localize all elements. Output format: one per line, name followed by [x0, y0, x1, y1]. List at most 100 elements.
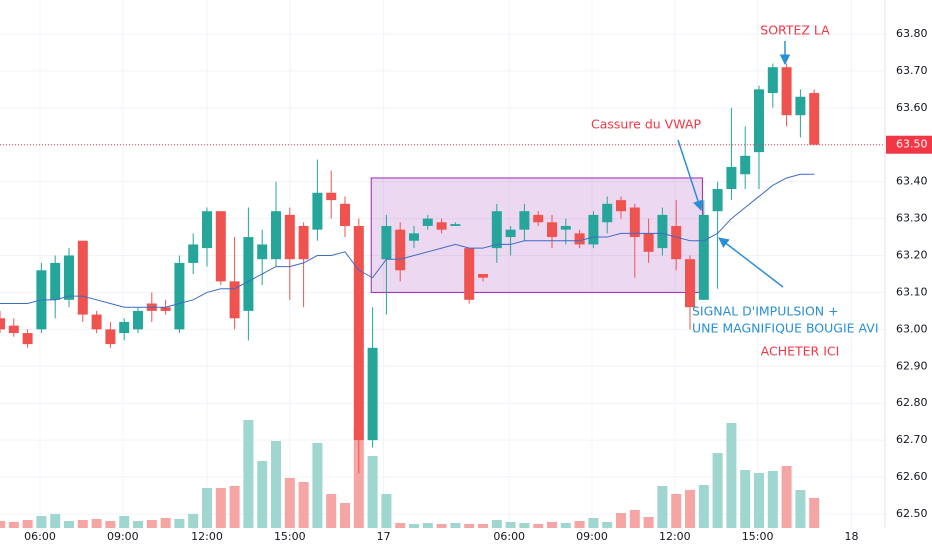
annotation: Cassure du VWAP — [591, 117, 701, 132]
volume-bar — [809, 498, 820, 528]
candle-body — [22, 333, 33, 345]
candle-body — [77, 240, 88, 315]
candle-body — [422, 218, 433, 226]
volume-bar — [754, 473, 765, 528]
arrow — [718, 237, 784, 288]
candle-body — [409, 233, 420, 241]
candle-body — [215, 211, 226, 282]
y-tick-label: 63.70 — [896, 64, 928, 77]
grid — [0, 0, 885, 528]
volume-bar — [22, 520, 33, 528]
volume-bar — [64, 521, 75, 528]
candle-body — [174, 262, 185, 330]
annotation: SIGNAL D'IMPULSION + — [692, 304, 839, 319]
annotation: SORTEZ LA — [760, 23, 830, 38]
candle-body — [381, 225, 392, 260]
annotations: SORTEZ LA Cassure du VWAP SIGNAL D'IMPUL… — [591, 23, 879, 359]
candle-body — [395, 229, 406, 271]
vwap-line — [0, 173, 815, 308]
volume-bar — [519, 523, 530, 528]
annotation: UNE MAGNIFIQUE BOUGIE AVI — [692, 321, 879, 336]
volume-bar — [698, 485, 709, 528]
candle-body — [809, 93, 820, 145]
volume-bar — [726, 423, 737, 528]
plot-area — [0, 63, 885, 528]
y-tick-label: 63.30 — [896, 212, 928, 225]
candle-body — [188, 244, 199, 263]
volume-bar — [643, 517, 654, 528]
price-label: 63.50 — [896, 138, 928, 151]
volume-bar — [671, 494, 682, 528]
candle-body — [505, 229, 516, 238]
volume-bar — [91, 519, 102, 528]
x-tick-label: 17 — [377, 530, 391, 543]
volume-bar — [340, 503, 351, 528]
x-tick-label: 18 — [844, 530, 858, 543]
volume-bar — [740, 470, 751, 528]
annotation: ACHETER ICI — [761, 344, 840, 359]
candle-body — [547, 222, 558, 238]
y-tick-label: 63.40 — [896, 175, 928, 188]
candle-body — [298, 225, 309, 260]
candle-body — [50, 262, 61, 300]
x-tick-label: 06:00 — [24, 530, 56, 543]
candle-body — [119, 321, 130, 334]
volume-bar — [202, 488, 213, 528]
x-tick-label: 15:00 — [274, 530, 306, 543]
volume-bar — [146, 520, 157, 528]
arrow — [677, 139, 704, 211]
volume-bar — [174, 519, 185, 528]
volume-bar — [422, 523, 433, 528]
candle-body — [491, 211, 502, 249]
x-tick-label: 06:00 — [493, 530, 525, 543]
volume-bar — [50, 514, 61, 528]
candle-body — [726, 166, 737, 190]
candle-body — [560, 225, 571, 230]
y-tick-label: 63.00 — [896, 322, 928, 335]
candle-body — [519, 211, 530, 230]
volume-bar — [105, 521, 116, 528]
volume-bar — [505, 522, 516, 528]
y-tick-label: 63.80 — [896, 27, 928, 40]
volume-bar — [491, 520, 502, 528]
candle-body — [326, 192, 337, 201]
candle-body — [767, 67, 778, 94]
y-tick-label: 62.60 — [896, 470, 928, 483]
volume-bar — [284, 478, 295, 528]
volume-bar — [353, 428, 364, 528]
y-tick-label: 63.20 — [896, 249, 928, 262]
volume-bar — [367, 456, 378, 528]
candle-body — [8, 325, 19, 334]
price-label-box — [886, 135, 932, 154]
volume-bar — [588, 518, 599, 528]
candle-body — [340, 203, 351, 226]
volume-bar — [560, 523, 571, 528]
volume-bar — [464, 524, 475, 528]
candle-body — [353, 225, 364, 441]
volume-bar — [188, 514, 199, 528]
candle-body — [698, 214, 709, 300]
volume-bar — [257, 461, 268, 528]
volume-bar — [0, 521, 5, 528]
axis-panel — [0, 528, 932, 550]
candle-body — [574, 233, 585, 245]
candle-body — [671, 225, 682, 260]
candle-body — [657, 214, 668, 249]
volume-bar — [574, 521, 585, 528]
axes: 62.50 62.60 62.70 62.80 62.90 63.00 63.10 63.20… — [24, 27, 932, 543]
volume-bar — [478, 524, 489, 528]
candle-body — [257, 244, 268, 260]
x-tick-label: 15:00 — [742, 530, 774, 543]
volume-bar — [602, 522, 613, 528]
candle-body — [685, 259, 696, 308]
volume-bar — [795, 490, 806, 528]
candle-body — [533, 214, 544, 223]
candle-body — [312, 192, 323, 230]
candle-body — [229, 281, 240, 319]
volume-bar — [629, 510, 640, 528]
volume-bar — [36, 516, 47, 528]
volume-bar — [395, 523, 406, 528]
candle-body — [740, 155, 751, 175]
y-tick-label: 63.60 — [896, 101, 928, 114]
